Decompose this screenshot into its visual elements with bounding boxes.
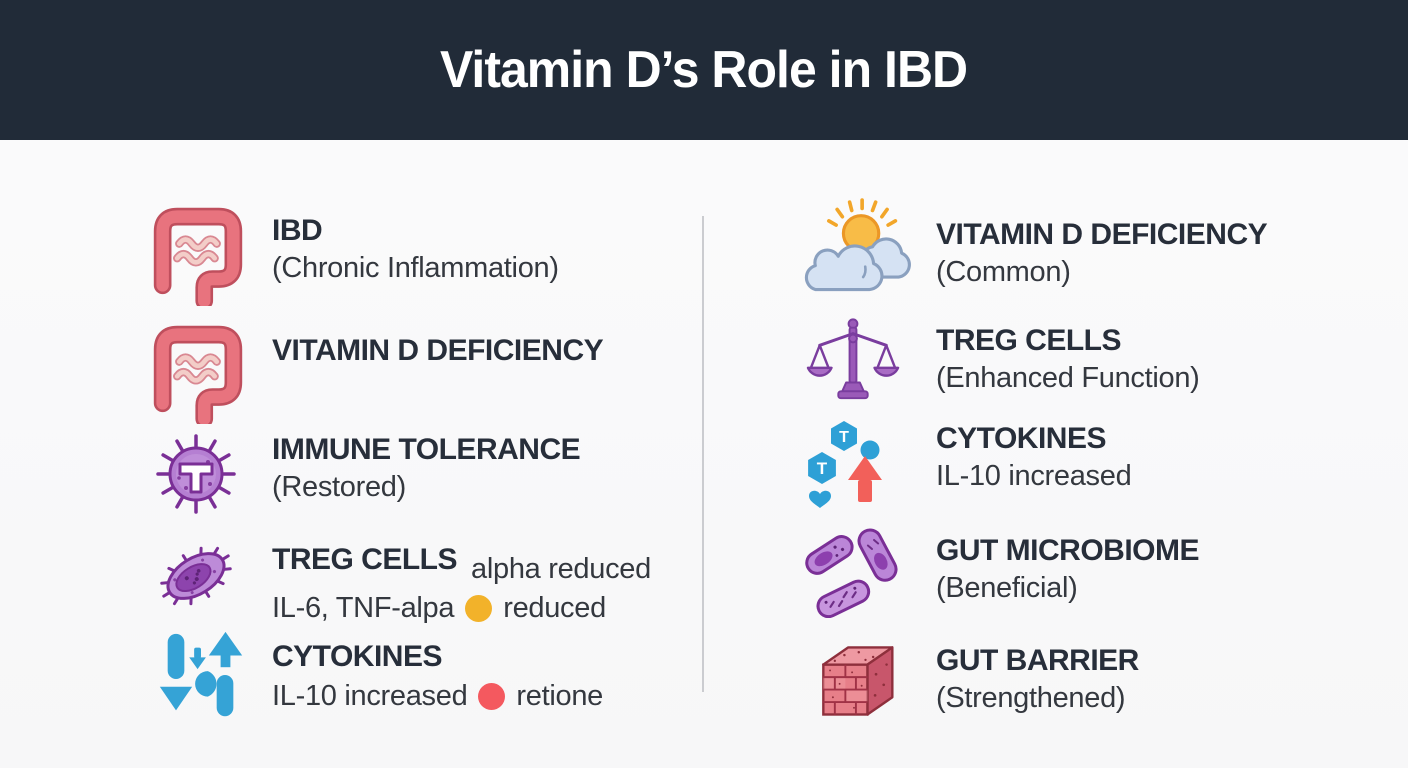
item-line2-after: retione (516, 679, 603, 712)
item-title: CYTOKINES (936, 422, 1106, 455)
cytokine-cells-icon: T T (800, 416, 910, 521)
item-title: VITAMIN D DEFICIENCY (936, 218, 1268, 251)
header-bar: Vitamin D’s Role in IBD (0, 0, 1408, 140)
item-subtitle: (Strengthened) (936, 681, 1126, 714)
microbes-icon (798, 522, 910, 623)
treg-bacterium-icon (146, 526, 246, 631)
item-vitamin-d-deficiency-left: VITAMIN D DEFICIENCY (272, 334, 604, 368)
item-subtitle: (Beneficial) (936, 571, 1078, 604)
item-subtitle: (Restored) (272, 470, 406, 503)
orange-dot-icon (465, 595, 493, 623)
item-title: GUT MICROBIOME (936, 534, 1200, 567)
item-treg-cells-left: TREG CELLS alpha reduced IL-6, TNF-alpa … (272, 543, 651, 625)
red-dot-icon (478, 682, 506, 710)
item-subtitle: (Chronic Inflammation) (272, 251, 559, 284)
balance-scale-icon (804, 314, 902, 411)
item-title: VITAMIN D DEFICIENCY (272, 334, 604, 367)
item-subtitle: IL-10 increased (936, 459, 1132, 492)
item-line2-after: reduced (503, 592, 606, 624)
item-gut-barrier: GUT BARRIER (Strengthened) (936, 644, 1139, 715)
column-divider (702, 216, 704, 692)
item-title: IBD (272, 214, 323, 247)
svg-text:T: T (839, 429, 849, 446)
item-immune-tolerance: IMMUNE TOLERANCE (Restored) (272, 433, 581, 504)
item-vitamin-d-deficiency-right: VITAMIN D DEFICIENCY (Common) (936, 218, 1268, 289)
item-title: TREG CELLS (936, 324, 1122, 357)
item-ibd: IBD (Chronic Inflammation) (272, 214, 559, 285)
item-line2-before: IL-10 increased (272, 679, 468, 712)
brick-wall-icon (806, 634, 902, 731)
item-title: GUT BARRIER (936, 644, 1139, 677)
item-title: TREG CELLS (272, 543, 458, 576)
page-title: Vitamin D’s Role in IBD (440, 41, 968, 99)
item-cytokines-left: CYTOKINES IL-10 increased retione (272, 640, 603, 713)
item-title: CYTOKINES (272, 640, 442, 673)
intestine-icon (146, 198, 250, 311)
immune-cell-icon (146, 422, 246, 527)
item-line2-before: IL-6, TNF-alpa (272, 592, 455, 624)
item-gut-microbiome: GUT MICROBIOME (Beneficial) (936, 534, 1200, 605)
item-cytokines-right: CYTOKINES IL-10 increased (936, 422, 1132, 493)
item-treg-cells-right: TREG CELLS (Enhanced Function) (936, 324, 1200, 395)
svg-text:T: T (817, 459, 828, 478)
item-title-note: alpha reduced (471, 553, 651, 585)
cytokine-arrows-icon (152, 628, 250, 731)
intestine-icon (146, 316, 250, 429)
item-subtitle: (Enhanced Function) (936, 361, 1200, 394)
item-subtitle: (Common) (936, 255, 1071, 288)
sun-cloud-icon (796, 198, 922, 307)
item-title: IMMUNE TOLERANCE (272, 433, 581, 466)
